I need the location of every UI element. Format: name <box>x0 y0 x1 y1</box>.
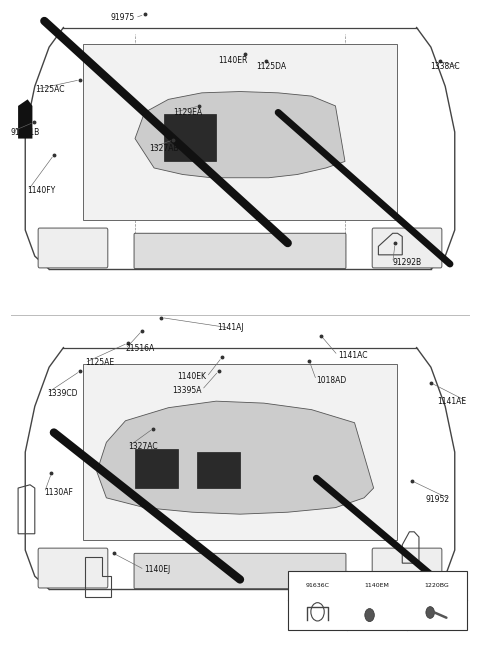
Text: 1338AC: 1338AC <box>430 62 459 72</box>
FancyBboxPatch shape <box>372 228 442 268</box>
Polygon shape <box>97 401 373 514</box>
Text: 1140EM: 1140EM <box>365 583 390 588</box>
FancyBboxPatch shape <box>372 548 442 588</box>
FancyBboxPatch shape <box>135 449 178 488</box>
Text: 91636C: 91636C <box>306 583 330 588</box>
Text: 1140FY: 1140FY <box>28 186 56 195</box>
Text: 1141AE: 1141AE <box>438 397 467 405</box>
Circle shape <box>426 607 434 619</box>
FancyBboxPatch shape <box>134 554 346 588</box>
FancyBboxPatch shape <box>38 548 108 588</box>
Polygon shape <box>18 99 33 138</box>
Text: 1220BG: 1220BG <box>424 583 449 588</box>
Text: 1140EK: 1140EK <box>178 373 206 382</box>
Text: 1141AJ: 1141AJ <box>217 323 244 333</box>
Text: 91951B: 91951B <box>11 127 40 136</box>
FancyBboxPatch shape <box>197 452 240 488</box>
Text: 1130AF: 1130AF <box>44 488 73 497</box>
Circle shape <box>365 609 374 622</box>
Text: 1125AC: 1125AC <box>35 85 64 94</box>
Text: 91292B: 91292B <box>393 258 422 267</box>
Text: 1129EA: 1129EA <box>173 108 202 117</box>
Text: 1327AB: 1327AB <box>149 144 179 153</box>
Text: 1140ER: 1140ER <box>218 56 247 65</box>
Text: 1125AE: 1125AE <box>85 358 114 367</box>
FancyBboxPatch shape <box>83 44 397 220</box>
Text: 1018AD: 1018AD <box>316 376 347 385</box>
FancyBboxPatch shape <box>134 234 346 268</box>
FancyBboxPatch shape <box>83 364 397 541</box>
Text: 91952: 91952 <box>426 495 450 504</box>
Text: 21516A: 21516A <box>125 344 155 354</box>
Text: 13395A: 13395A <box>172 386 202 394</box>
Polygon shape <box>135 92 345 178</box>
Text: 91975: 91975 <box>111 13 135 22</box>
Text: 1327AC: 1327AC <box>128 442 157 451</box>
FancyBboxPatch shape <box>164 114 216 161</box>
Bar <box>288 571 467 630</box>
FancyBboxPatch shape <box>38 228 108 268</box>
Text: 1339CD: 1339CD <box>47 389 77 398</box>
Text: 1141AC: 1141AC <box>338 351 367 360</box>
Text: 1125DA: 1125DA <box>257 62 287 72</box>
Text: 1140EJ: 1140EJ <box>144 565 171 574</box>
